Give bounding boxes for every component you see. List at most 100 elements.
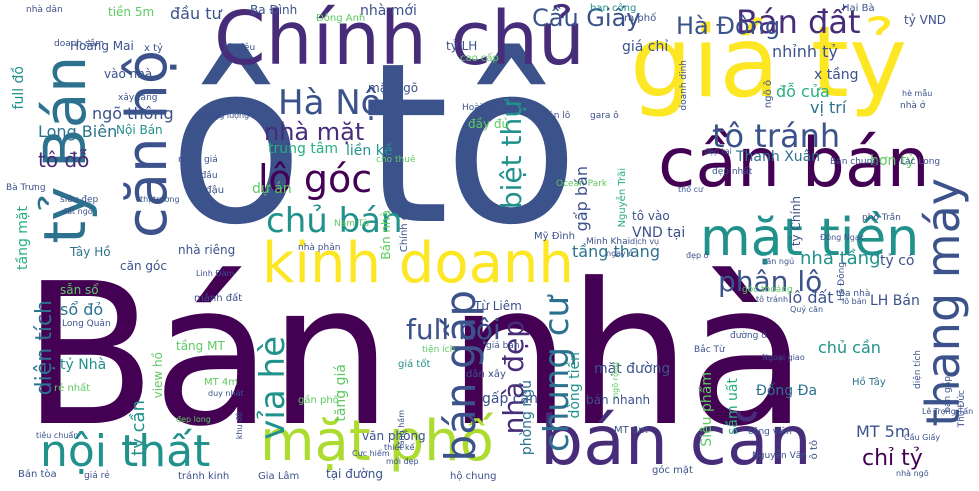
word-nhinh-ty: nhỉnh tỷ	[772, 42, 838, 61]
word-ngay-o: ngay ô	[606, 249, 634, 258]
word-ty-sieu: tỷ Siêu	[224, 43, 256, 53]
word-noi-that: nội thất	[40, 426, 211, 477]
word-to-do: tô đỗ	[38, 148, 90, 172]
word-sam-uat: sầm uất	[725, 378, 741, 435]
word-view-ho: view hồ	[151, 352, 165, 399]
word-vi-tri: vị trí	[810, 98, 847, 117]
word-hoang-mai: Hoàng Mai	[70, 39, 134, 53]
word-ocean-park: Ocean Park	[556, 179, 608, 189]
word-x-ty: x tỷ	[144, 43, 163, 54]
word-nha-dan: nhà dân	[26, 5, 63, 15]
word-dat-ngo: đất ngõ	[62, 207, 93, 216]
word-thuong-luong: thương lượng	[196, 111, 250, 120]
word-gia-dau: giá đầu	[184, 171, 218, 181]
word-ban-toa: Bán tòa	[18, 469, 57, 480]
word-to-tranh: tô tránh	[712, 117, 841, 155]
word-chu-ban: chủ bán	[266, 201, 403, 241]
word-thi-truong: thị trường	[140, 195, 180, 204]
word-lac-long: Lạc Long	[900, 157, 941, 167]
word-tri-dep: tiêu chuẩn	[36, 431, 79, 440]
word-o-dau: ô đậu	[196, 185, 225, 196]
word-tu-liem: Từ Liêm	[474, 299, 522, 313]
word-ngo-thong: ngõ thông	[92, 104, 174, 123]
word-ngay-v: ngõ ô	[763, 80, 774, 109]
word-tien-5m: tiền 5m	[108, 5, 155, 19]
word-mt-4m: MT 4m	[204, 377, 239, 388]
word-ty-vnd: tỷ VND	[904, 13, 947, 27]
word-nam-tu: Nam Từ	[334, 219, 370, 229]
word-trung-tam: trung tâm	[268, 141, 339, 157]
word-cuc-hiem: Cực hiếm	[352, 449, 390, 458]
word-duong-o: đường ô	[730, 331, 767, 341]
word-chinh-chu: Chính chủ	[214, 0, 585, 82]
word-dep-nhat: đẹp nhất	[712, 167, 753, 177]
word-nha-mat: nhà mặt	[264, 118, 365, 146]
word-via-he: vỉa hè	[253, 336, 293, 440]
word-tang-gia: tăng giá	[333, 364, 349, 422]
word-gara-o: gara ô	[590, 111, 619, 121]
word-so-do: sổ đỏ	[60, 300, 104, 319]
word-doanh-sam: doanh sầm	[54, 39, 104, 49]
word-ngoai-giao: Ngoại giao	[762, 353, 805, 362]
word-ban-lo: Bán lô	[542, 111, 571, 121]
word-moi-dep: mới đẹp	[386, 457, 419, 466]
word-nha-moi: nhà mới	[360, 3, 417, 19]
word-mt-5m: MT 5m	[856, 422, 911, 441]
word-nha-ngo: nhà ngõ	[896, 469, 929, 478]
word-dong-anh: Đông Anh	[316, 13, 366, 24]
word-minh-khai: Minh Khai	[586, 237, 631, 247]
word-cau-giay-sm: Cầu Giấy	[904, 433, 941, 442]
word-dep-tai: đẹp tại	[704, 147, 732, 156]
word-khu-do: khu đô	[235, 412, 244, 440]
word-ty-nha: tỷ Nhà	[60, 357, 107, 373]
word-ra-pho: ra phố	[624, 13, 657, 24]
word-ban-chung: Bán chung	[830, 157, 879, 167]
word-full-do: full đồ	[11, 66, 27, 110]
word-ho-mau: hè mẫu	[902, 89, 933, 98]
word-gap-ban: gấp bán	[572, 166, 591, 232]
word-cau-giay: Cầu Giấy	[532, 4, 641, 32]
word-x-tang: x tầng	[814, 67, 859, 83]
word-cao-cap: cao cấp	[460, 53, 499, 64]
word-ha-dong: Hà Đông	[676, 12, 781, 40]
word-ty-lh: tỷ LH	[446, 39, 478, 53]
word-ba-trung: Bà Trưng	[6, 183, 46, 193]
word-my-dinh: Mỹ Đình	[534, 231, 575, 242]
word-van-phong: văn phòng	[362, 429, 426, 443]
word-dong-ngac: Đông Ngạc	[820, 233, 865, 242]
word-tang-mt: tầng MT	[176, 339, 225, 353]
word-le-trong-tan: Lê Trọng Tấn	[922, 407, 974, 416]
word-ha-noi: Hà Nội	[278, 83, 391, 123]
word-mat-ngo: mặt ngõ	[368, 81, 419, 95]
word-can-ban: cần bán	[658, 124, 930, 203]
word-thiet-ke: thiết kế	[384, 443, 415, 452]
word-dep-o: đẹp ô	[686, 251, 709, 260]
word-ba-dinh: Ba Đình	[250, 3, 298, 17]
word-gia-ban: giá bán	[486, 341, 520, 351]
word-thu-duc: Thủ Đức	[957, 390, 967, 428]
word-dich-vu: dịch vụ	[630, 237, 660, 246]
word-gia-tot: giá tốt	[398, 359, 431, 370]
word-hai-ba: Hai Bà	[842, 3, 875, 14]
word-long-bien: Long Biên	[38, 122, 118, 141]
word-ban-nha-sm: Bán nhà	[379, 210, 393, 260]
word-to-tranh-sm: tô tránh	[756, 295, 789, 304]
word-quy-can: Quý căn	[790, 305, 824, 314]
word-toa-nha: tòa nhà	[836, 289, 871, 299]
word-gia-re-v: ô tô	[809, 440, 820, 460]
word-tho-cu: thổ cư	[678, 185, 704, 194]
word-vnd-tai: VND tại	[632, 225, 686, 241]
word-sieu-dep: siêu đẹp	[60, 195, 99, 205]
word-dep-gia: giá rẻ	[84, 471, 110, 481]
word-dien-tich: diện tích	[32, 300, 57, 396]
word-mat-tien: mặt tiền	[700, 208, 920, 268]
word-ban-can: bán căn	[540, 402, 812, 481]
word-chi-ty: chỉ tỷ	[862, 446, 923, 471]
word-can-ngu: căn ngủ	[762, 257, 795, 266]
word-san-so: sẵn sổ	[60, 283, 99, 297]
word-dong-da: Đống Đa	[756, 383, 818, 399]
word-phong-ngu: phòng ngủ	[519, 380, 535, 456]
word-full-noi: full nội	[406, 313, 501, 346]
word-kinh-doanh: kinh doanh	[262, 231, 574, 296]
